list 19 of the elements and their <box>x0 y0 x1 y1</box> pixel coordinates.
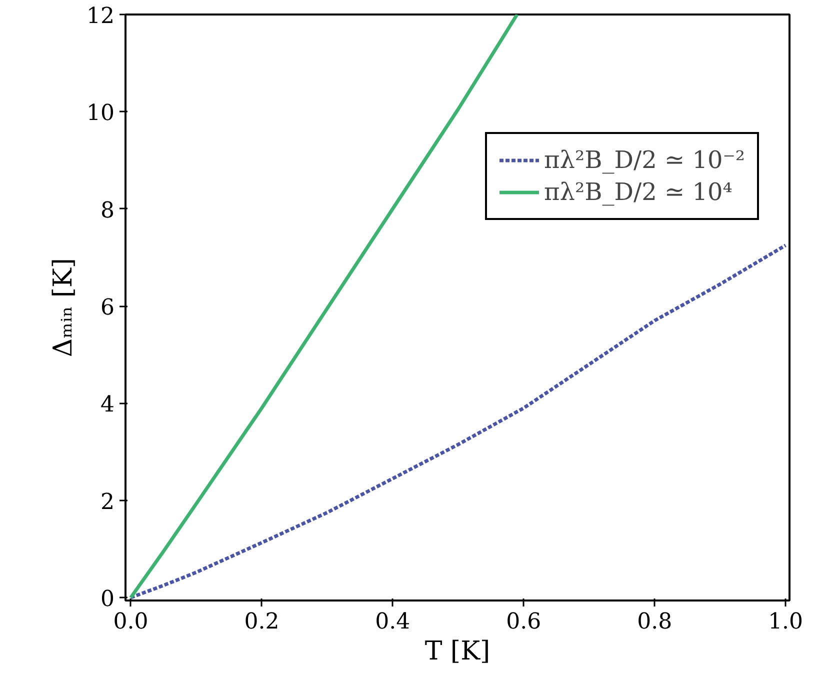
y-tick-label: 0 <box>100 587 115 612</box>
legend-label: πλ²B_D/2 ≃ 10⁴ <box>544 178 732 206</box>
y-tick-label: 12 <box>86 4 115 29</box>
line-series <box>128 244 788 600</box>
x-tick-label: 0.0 <box>113 610 148 634</box>
x-tick-label: 0.4 <box>375 610 410 634</box>
x-tick-label: 0.2 <box>244 610 280 634</box>
x-axis-title: T [K] <box>424 636 490 666</box>
x-tick-label: 1.0 <box>768 610 804 634</box>
y-tick-label: 4 <box>100 392 115 418</box>
y-axis-title: Δₘᵢₙ [K] <box>48 258 79 358</box>
x-tick-label: 0.6 <box>506 610 542 634</box>
line-series <box>128 14 519 600</box>
y-tick-label: 8 <box>100 198 115 224</box>
x-tick-label: 0.8 <box>637 610 672 634</box>
y-tick-label: 10 <box>86 101 115 126</box>
y-tick-label: 2 <box>100 490 115 515</box>
legend-label: πλ²B_D/2 ≃ 10⁻² <box>544 146 746 174</box>
y-tick-label: 6 <box>100 296 115 321</box>
